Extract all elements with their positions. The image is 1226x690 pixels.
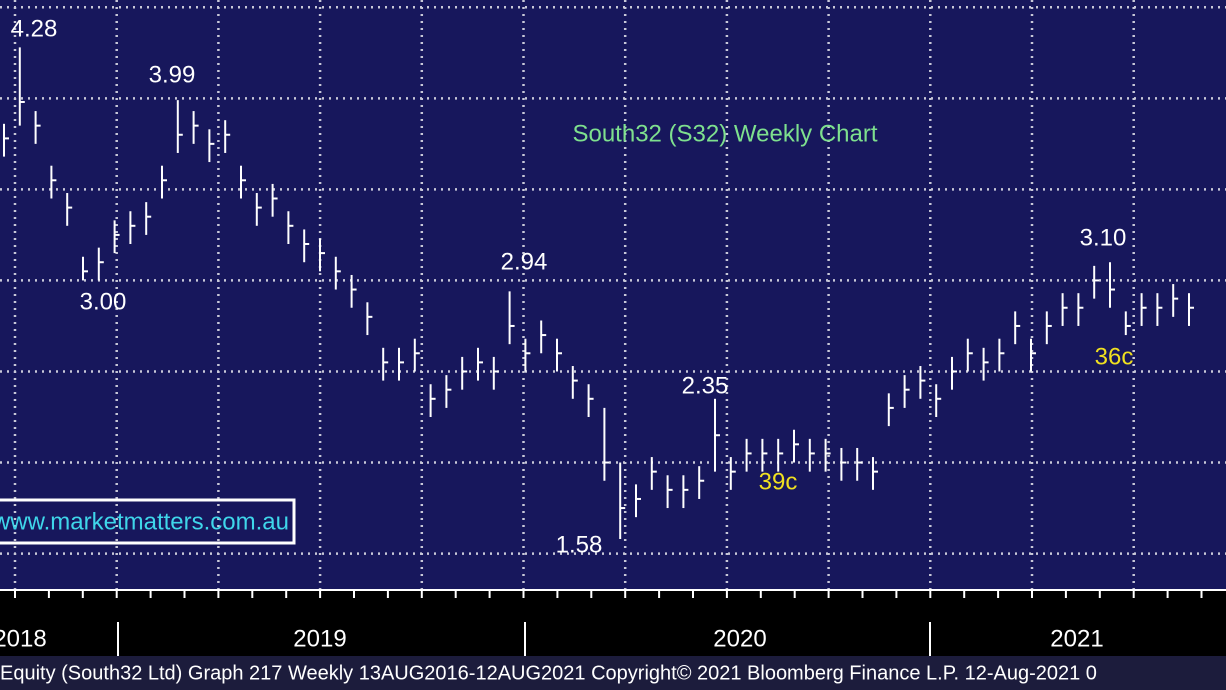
annotation: 1.58 xyxy=(556,531,603,558)
grid xyxy=(0,0,1226,590)
watermark: www.marketmatters.com.au xyxy=(0,508,289,535)
annotation: 3.00 xyxy=(80,288,127,315)
annotation: 3.10 xyxy=(1080,224,1127,251)
annotation: 3.99 xyxy=(149,61,196,88)
year-label: 2021 xyxy=(1050,625,1103,652)
annotation: 36c xyxy=(1095,343,1134,370)
annotation: 2.35 xyxy=(682,372,729,399)
annotation: 4.28 xyxy=(11,15,58,42)
watermark-box xyxy=(0,498,296,545)
year-label: 2018 xyxy=(0,625,47,652)
axis-band xyxy=(0,590,1226,656)
chart-title: South32 (S32) Weekly Chart xyxy=(572,120,877,147)
footer-text: Equity (South32 Ltd) Graph 217 Weekly 13… xyxy=(0,662,1097,684)
annotation: 2.94 xyxy=(501,248,548,275)
price-bars xyxy=(3,47,1194,540)
annotation: 39c xyxy=(759,468,798,495)
year-label: 2020 xyxy=(713,625,766,652)
year-label: 2019 xyxy=(293,625,346,652)
footer-band xyxy=(0,656,1226,690)
